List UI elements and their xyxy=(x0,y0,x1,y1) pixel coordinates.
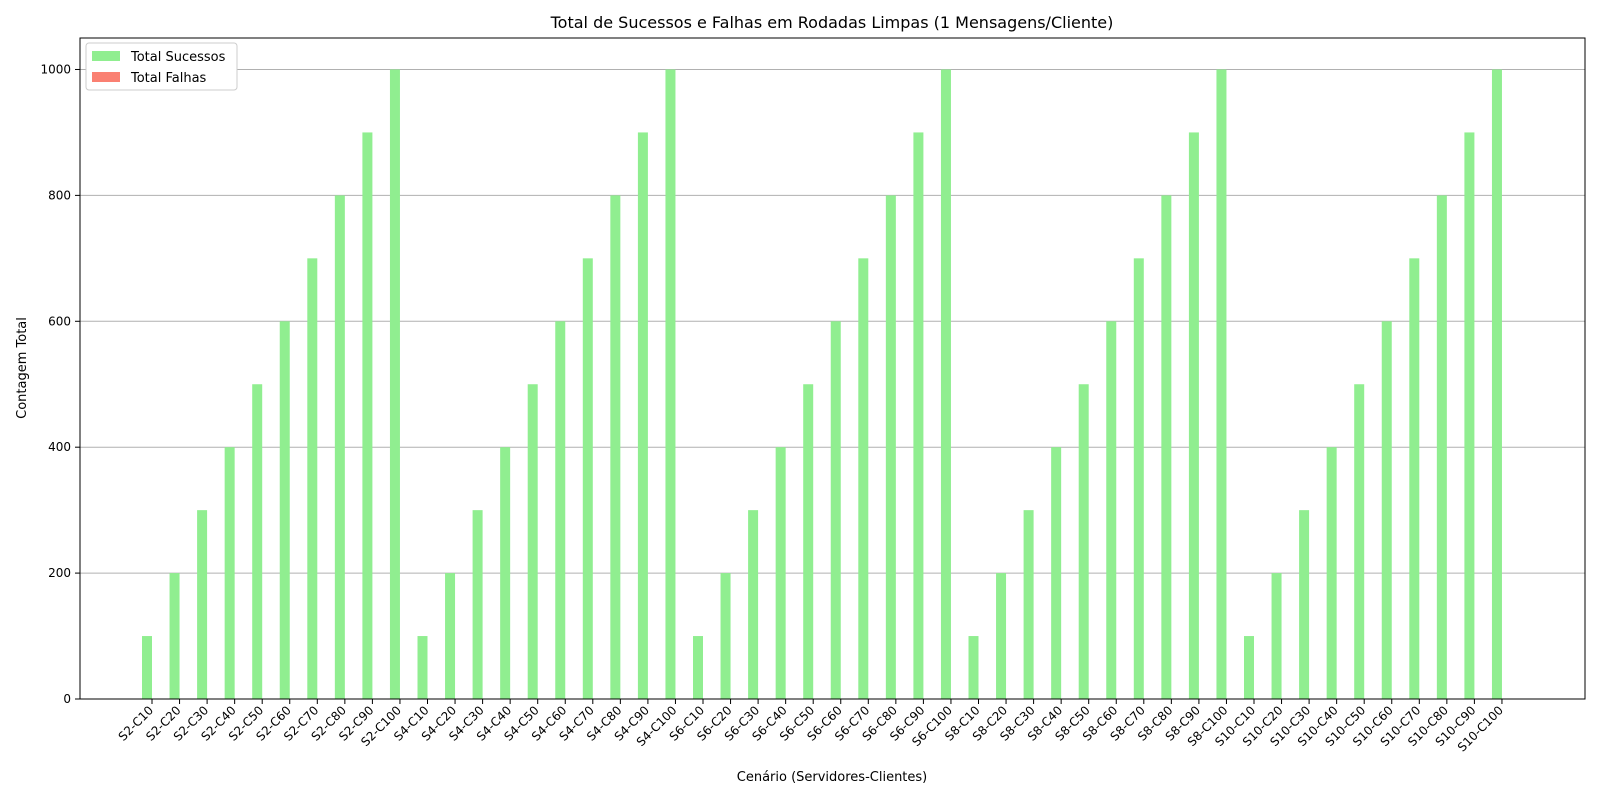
bar-sucessos xyxy=(748,510,759,699)
bar-sucessos xyxy=(142,636,152,699)
chart-title: Total de Sucessos e Falhas em Rodadas Li… xyxy=(550,13,1114,32)
bar-sucessos xyxy=(830,321,841,699)
bar-sucessos xyxy=(913,132,924,699)
bar-sucessos xyxy=(1491,69,1502,699)
bar-sucessos xyxy=(417,636,428,699)
bar-sucessos xyxy=(858,258,869,699)
legend-swatch-sucessos xyxy=(92,51,120,61)
bar-sucessos xyxy=(527,384,538,699)
bar-sucessos xyxy=(1106,321,1117,699)
bar-sucessos xyxy=(1051,447,1062,699)
bar-sucessos xyxy=(1381,321,1392,699)
legend-box xyxy=(85,42,238,91)
bar-sucessos xyxy=(968,636,979,699)
y-axis-label: Contagem Total xyxy=(15,317,30,419)
bar-sucessos xyxy=(1023,510,1034,699)
bar-sucessos xyxy=(693,636,703,699)
legend-label-sucessos: Total Sucessos xyxy=(130,50,226,65)
bar-sucessos xyxy=(637,132,648,699)
y-tick-label: 1000 xyxy=(40,62,71,76)
bar-sucessos xyxy=(775,447,786,699)
bar-sucessos xyxy=(472,510,483,699)
y-tick-label: 600 xyxy=(48,314,71,328)
x-axis-label: Cenário (Servidores-Clientes) xyxy=(737,770,928,785)
x-axis: S2-C10S2-C20S2-C30S2-C40S2-C50S2-C60S2-C… xyxy=(116,699,1506,754)
bar-sucessos xyxy=(197,510,208,699)
bar-sucessos xyxy=(803,384,814,699)
legend-label-falhas: Total Falhas xyxy=(130,71,207,86)
bar-sucessos xyxy=(1299,510,1310,699)
y-tick-label: 0 xyxy=(63,692,71,706)
y-axis: 0 200 400 600 800 1000 xyxy=(40,62,80,706)
bar-sucessos xyxy=(1326,447,1337,699)
legend: Total Sucessos Total Falhas xyxy=(85,42,238,91)
bars xyxy=(142,69,1502,699)
y-tick-label: 200 xyxy=(48,566,71,580)
bar-sucessos xyxy=(500,447,511,699)
bar-sucessos xyxy=(665,69,676,699)
bar-sucessos xyxy=(1216,69,1227,699)
bar-sucessos xyxy=(1409,258,1420,699)
bar-sucessos xyxy=(334,195,345,699)
bar-sucessos xyxy=(610,195,621,699)
legend-swatch-falhas xyxy=(92,72,120,82)
bar-sucessos xyxy=(720,573,731,699)
bar-sucessos xyxy=(1244,636,1254,699)
bar-sucessos xyxy=(445,573,456,699)
bar-sucessos xyxy=(389,69,400,699)
bar-sucessos xyxy=(885,195,896,699)
bar-sucessos xyxy=(555,321,566,699)
bar-sucessos xyxy=(1464,132,1475,699)
bar-sucessos xyxy=(1161,195,1172,699)
bar-sucessos xyxy=(1133,258,1144,699)
bar-sucessos xyxy=(362,132,373,699)
bar-sucessos xyxy=(224,447,235,699)
bar-sucessos xyxy=(252,384,263,699)
bar-sucessos xyxy=(307,258,318,699)
plot-frame xyxy=(79,37,1586,700)
bar-sucessos xyxy=(1271,573,1282,699)
y-tick-label: 400 xyxy=(48,440,71,454)
y-tick-label: 800 xyxy=(48,188,71,202)
bar-sucessos xyxy=(169,573,180,699)
bar-sucessos xyxy=(996,573,1007,699)
bar-sucessos xyxy=(1436,195,1447,699)
bar-sucessos xyxy=(1188,132,1199,699)
bar-sucessos xyxy=(940,69,951,699)
bar-sucessos xyxy=(1354,384,1365,699)
bar-sucessos xyxy=(1078,384,1089,699)
bar-sucessos xyxy=(582,258,593,699)
bar-sucessos xyxy=(279,321,290,699)
